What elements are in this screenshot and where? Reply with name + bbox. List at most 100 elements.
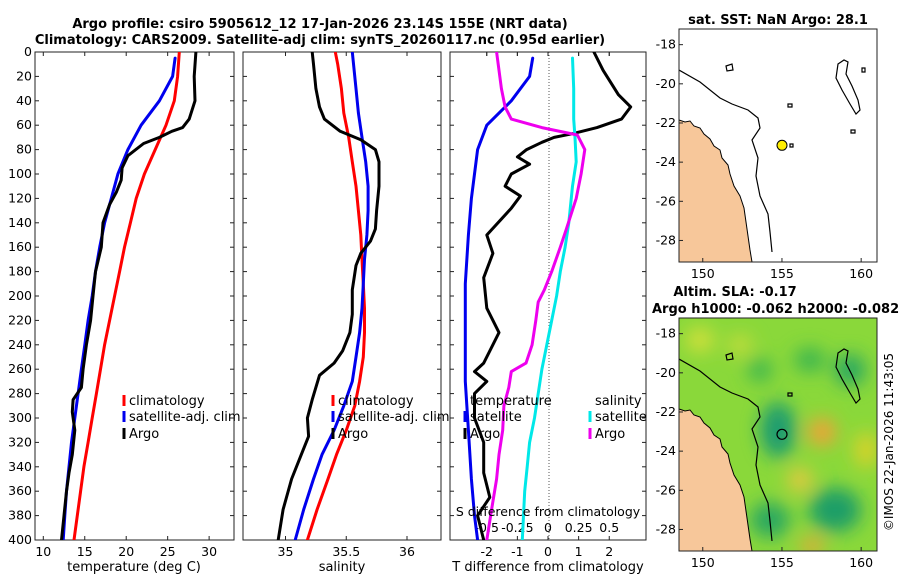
y-tick-label: 200 — [8, 288, 32, 303]
sla-blob-high — [788, 468, 812, 492]
series-line-t-argo — [473, 52, 633, 540]
salinity-axes — [242, 51, 442, 541]
legend-title-salinity: salinity — [595, 394, 642, 409]
y-tick-label: 60 — [16, 117, 32, 132]
sst-map-frame — [678, 28, 878, 263]
legend-label-s-satellite: satellite — [595, 410, 647, 425]
title-line2: Climatology: CARS2009. Satellite-adj cli… — [35, 33, 605, 48]
salinity-xlabel: salinity — [319, 560, 366, 575]
island-contour — [835, 59, 861, 115]
sst-map-title: sat. SST: NaN Argo: 28.1 — [688, 13, 868, 28]
y-tick-label: 340 — [8, 459, 32, 474]
legend-label-satellite: satellite-adj. clim — [338, 410, 450, 425]
y-tick-label: 400 — [8, 532, 32, 547]
map-y-tick-label: -26 — [656, 482, 676, 497]
island-small-3 — [787, 103, 793, 108]
y-tick-label: 120 — [8, 190, 32, 205]
salinity-legend: climatology satellite-adj. clim Argo — [331, 394, 450, 442]
y-tick-label: 40 — [16, 93, 32, 108]
australia-land — [679, 119, 753, 262]
sla-map-argo-marker — [776, 428, 788, 440]
map-x-tick-label: 150 — [691, 555, 715, 570]
series-line-s-argo — [485, 52, 587, 540]
y-tick-label: 20 — [16, 68, 32, 83]
sla-blob-high — [728, 335, 752, 355]
x-tick-label: 35 — [278, 544, 294, 559]
imos-credit: ©IMOS 22-Jan-2026 11:43:05 — [882, 353, 896, 531]
map-x-tick-label: 160 — [849, 555, 873, 570]
x-tick-label: 35.5 — [332, 544, 360, 559]
y-tick-label: 240 — [8, 337, 32, 352]
sst-map-argo-marker — [776, 139, 788, 151]
y-tick-label: 280 — [8, 386, 32, 401]
difference-x2label: S difference from climatology — [456, 504, 641, 519]
x-tick-label: -2 — [481, 544, 493, 559]
australia-land — [679, 408, 753, 551]
x2-tick-label: 0.5 — [599, 520, 619, 535]
legend-label-s-argo: Argo — [595, 427, 625, 442]
legend-label-t-satellite: satellite — [470, 410, 522, 425]
sla-blob-low — [760, 402, 796, 458]
y-tick-label: 300 — [8, 410, 32, 425]
x2-tick-label: -0.25 — [501, 520, 533, 535]
x-tick-label: 2 — [605, 544, 613, 559]
sla-map-frame — [678, 317, 878, 552]
series-line-s-satellite — [520, 56, 578, 540]
map-y-tick-label: -28 — [656, 232, 676, 247]
map-y-tick-label: -24 — [656, 154, 676, 169]
y-tick-label: 0 — [24, 44, 32, 59]
island-contour — [835, 348, 861, 404]
sla-blob-high — [808, 418, 836, 446]
difference-legend: temperature satellite Argo salinity sate… — [463, 394, 647, 442]
map-x-tick-label: 155 — [770, 266, 794, 281]
difference-xlabel: T difference from climatology — [451, 560, 644, 575]
temperature-legend: climatology satellite-adj. clim Argo — [122, 394, 241, 442]
map-y-tick-label: -24 — [656, 443, 676, 458]
sla-map-title-line2: Argo h1000: -0.062 h2000: -0.082 — [652, 302, 899, 317]
title-line1: Argo profile: csiro 5905612_12 17-Jan-20… — [72, 17, 567, 32]
map-y-tick-label: -18 — [656, 37, 676, 52]
difference-axes — [449, 51, 647, 541]
legend-label-climatology: climatology — [129, 394, 205, 409]
map-y-tick-label: -22 — [656, 404, 676, 419]
legend-label-t-argo: Argo — [470, 427, 500, 442]
y-tick-label: 220 — [8, 312, 32, 327]
y-tick-label: 360 — [8, 483, 32, 498]
map-x-tick-label: 150 — [691, 266, 715, 281]
sla-blob-high — [800, 538, 824, 551]
sla-blob-high — [686, 328, 714, 352]
sla-blob-high — [854, 432, 877, 468]
x-tick-label: 25 — [160, 544, 176, 559]
legend-title-temperature: temperature — [470, 394, 552, 409]
map-y-tick-label: -20 — [656, 365, 676, 380]
map-x-tick-label: 160 — [849, 266, 873, 281]
map-y-tick-label: -20 — [656, 76, 676, 91]
map-y-tick-label: -18 — [656, 326, 676, 341]
y-tick-label: 380 — [8, 508, 32, 523]
x-tick-label: 10 — [35, 544, 51, 559]
x2-tick-label: 0 — [544, 520, 552, 535]
island-small-3 — [787, 392, 793, 397]
legend-label-argo: Argo — [129, 427, 159, 442]
sla-blob-low — [748, 358, 772, 382]
y-tick-label: 320 — [8, 434, 32, 449]
legend-label-satellite: satellite-adj. clim — [129, 410, 241, 425]
sla-blob-low — [794, 348, 826, 372]
x-tick-label: 0 — [544, 544, 552, 559]
legend-label-argo: Argo — [338, 427, 368, 442]
x-tick-label: 30 — [201, 544, 217, 559]
series-line-climatology — [72, 52, 181, 540]
x-tick-label: 20 — [118, 544, 134, 559]
x2-tick-label: 0.25 — [565, 520, 593, 535]
x-tick-label: 15 — [77, 544, 93, 559]
y-tick-label: 160 — [8, 239, 32, 254]
sst-map — [679, 29, 877, 262]
y-tick-label: 140 — [8, 215, 32, 230]
island-small-1 — [725, 352, 734, 361]
map-y-tick-label: -26 — [656, 193, 676, 208]
sla-map-title-line1: Altim. SLA: -0.17 — [673, 285, 796, 300]
reef-contour — [679, 69, 773, 253]
map-x-tick-label: 155 — [770, 555, 794, 570]
temperature-xlabel: temperature (deg C) — [67, 560, 201, 575]
